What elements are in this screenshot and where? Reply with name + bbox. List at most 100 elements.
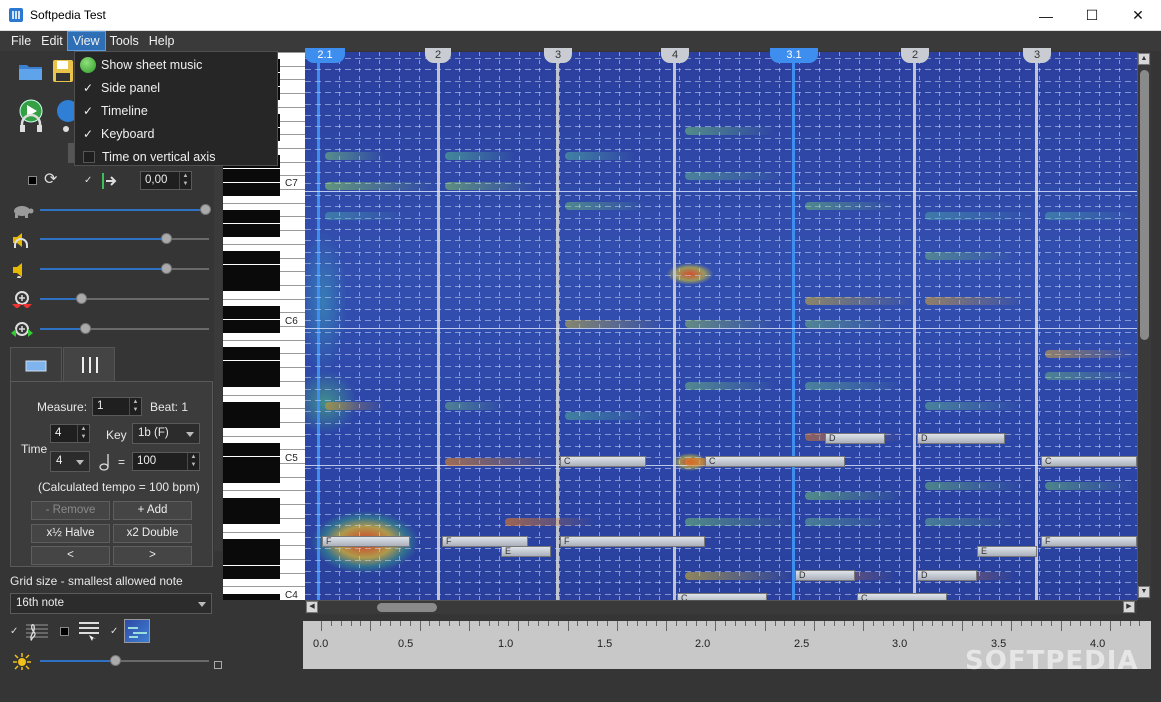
black-key[interactable] [223,566,280,580]
speed-slider[interactable] [10,201,213,219]
black-key[interactable] [223,319,280,333]
open-folder-icon[interactable] [18,61,44,81]
menu-item-show-sheet-music[interactable]: Show sheet music [75,53,277,76]
maximize-button[interactable]: ☐ [1085,7,1099,23]
panel-scrollbar[interactable] [214,51,222,551]
black-key[interactable] [223,415,280,429]
menu-item-timeline[interactable]: ✓ Timeline [75,99,277,122]
black-key[interactable] [223,264,280,278]
goto-start-icon[interactable] [101,172,119,190]
note-bar[interactable]: F [322,536,410,547]
black-key[interactable] [223,168,280,182]
lines-checkbox[interactable] [60,627,69,636]
note-bar[interactable]: D [795,570,855,581]
beat-marker[interactable]: 2 [425,48,451,63]
tab-keyboard-view[interactable] [10,347,62,381]
speed-slider-knob[interactable] [199,204,211,215]
menu-item-side-panel[interactable]: ✓ Side panel [75,76,277,99]
brightness-knob[interactable] [110,655,122,666]
timeline[interactable]: 0.0 0.5 1.0 1.5 2.0 2.5 3.0 3.5 4.0 [303,621,1151,669]
note-bar[interactable]: C [1041,456,1137,467]
spectrogram-toggle-icon[interactable] [124,619,150,643]
time-denominator-select[interactable]: 4 [50,451,90,472]
spectrogram-checkbox[interactable]: ✓ [110,626,119,637]
horizontal-scrollbar[interactable]: ◀ ▶ [305,600,1137,614]
beat-marker[interactable]: 2.1 [305,48,345,63]
lines-icon[interactable] [77,620,101,642]
menu-help[interactable]: Help [148,34,175,48]
black-key[interactable] [223,470,280,484]
tab-measures[interactable] [63,347,115,382]
black-key[interactable] [223,456,280,470]
loop-icon[interactable]: ⟳ [44,171,58,188]
black-key[interactable] [223,552,280,566]
note-bar[interactable]: F [1041,536,1137,547]
save-icon[interactable] [52,59,74,83]
note-bar[interactable]: D [917,570,977,581]
vertical-zoom-slider[interactable] [10,290,213,308]
note-bar[interactable]: C [677,593,767,600]
black-key[interactable] [223,511,280,525]
spin-arrows[interactable]: ▲ ▼ [179,172,191,189]
note-bar[interactable]: E [977,546,1037,557]
black-key[interactable] [223,442,280,456]
tempo-spinbox[interactable]: 100 ▲ ▼ [132,452,200,471]
previous-measure-button[interactable]: < [31,546,110,565]
double-button[interactable]: x2 Double [113,524,192,543]
note-bar[interactable]: E [501,546,551,557]
black-key[interactable] [223,346,280,360]
menu-item-time-vertical-axis[interactable]: Time on vertical axis [75,145,277,168]
measure-spinbox[interactable]: 1 ▲ ▼ [92,397,142,416]
menu-file[interactable]: File [11,34,32,48]
spin-arrows[interactable]: ▲ ▼ [187,453,199,470]
note-bar[interactable]: D [917,433,1005,444]
horizontal-scroll-thumb[interactable] [377,603,437,612]
horizontal-zoom-slider[interactable] [10,320,213,338]
horizontal-zoom-knob[interactable] [79,323,91,334]
note-bar[interactable]: C [705,456,845,467]
beat-marker[interactable]: 4 [661,48,689,63]
vertical-scrollbar[interactable]: ▲ ▼ [1137,52,1151,600]
vertical-scroll-thumb[interactable] [1140,70,1149,340]
menu-view[interactable]: View [66,31,106,51]
next-measure-button[interactable]: > [113,546,192,565]
beat-marker[interactable]: 2 [901,48,929,63]
black-key[interactable] [223,305,280,319]
white-key[interactable] [223,339,305,354]
black-key[interactable] [223,401,280,415]
menu-edit[interactable]: Edit [41,34,63,48]
add-measure-button[interactable]: + Add [113,501,192,520]
scroll-right-button[interactable]: ▶ [1123,601,1135,613]
black-key[interactable] [223,538,280,552]
spin-arrows[interactable]: ▲ ▼ [77,425,89,442]
sheet-music-checkbox[interactable]: ✓ [10,626,19,637]
time-numerator-spinbox[interactable]: 4 ▲ ▼ [50,424,90,443]
notes-volume-slider[interactable] [10,260,213,278]
scroll-up-button[interactable]: ▲ [1138,53,1150,65]
white-key[interactable] [223,243,305,258]
black-key[interactable] [223,497,280,511]
scroll-left-button[interactable]: ◀ [306,601,318,613]
note-bar[interactable]: D [825,433,885,444]
loop-checkbox[interactable]: ✓ [84,175,93,186]
minimize-button[interactable]: — [1039,7,1053,24]
black-key[interactable] [223,374,280,388]
white-key[interactable] [223,435,305,450]
menu-tools[interactable]: Tools [109,34,139,48]
vertical-zoom-knob[interactable] [76,293,88,304]
white-key[interactable] [223,202,305,217]
white-key[interactable] [223,586,305,600]
notes-volume-knob[interactable] [160,263,172,274]
beat-marker[interactable]: 3 [544,48,572,63]
note-bar[interactable]: F [442,536,528,547]
remove-measure-button[interactable]: - Remove [31,501,110,520]
note-bar[interactable]: C [560,456,646,467]
spin-arrows[interactable]: ▲ ▼ [129,398,141,415]
black-key[interactable] [223,593,280,600]
close-button[interactable]: ✕ [1132,7,1144,23]
black-key[interactable] [223,278,280,292]
scroll-down-button[interactable]: ▼ [1138,586,1150,598]
treble-clef-icon[interactable] [24,620,50,642]
white-key[interactable] [223,394,305,409]
note-bar[interactable]: F [560,536,705,547]
